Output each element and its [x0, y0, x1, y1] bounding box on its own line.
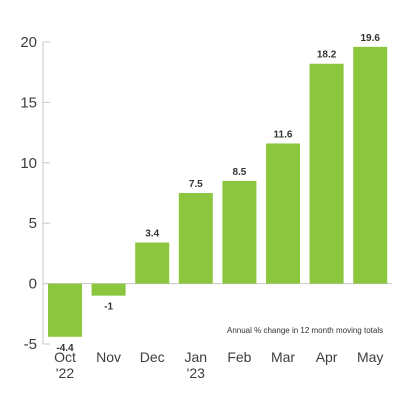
y-tick-label: 0 [29, 276, 37, 293]
bar [135, 242, 170, 284]
data-label: 3.4 [145, 229, 159, 240]
y-tick-label: 5 [29, 215, 37, 232]
y-axis: -5 0 5 10 15 20 [20, 34, 392, 353]
data-label: -4.4 [56, 343, 74, 354]
bars [48, 46, 388, 337]
y-tick-label: 20 [20, 34, 37, 51]
chart-annotation: Annual % change in 12 month moving total… [227, 326, 383, 335]
bar [91, 283, 126, 296]
data-labels: -4.4 -1 3.4 7.5 8.5 11.6 18.2 19.6 [56, 33, 380, 354]
y-tick-label: 15 [20, 94, 37, 111]
x-tick-label: May [357, 349, 383, 365]
bar [48, 283, 82, 337]
data-label: 7.5 [189, 179, 203, 190]
y-tick-label: 10 [20, 155, 37, 172]
data-label: 19.6 [360, 33, 380, 44]
bar [353, 46, 388, 284]
x-tick-label: Feb [227, 349, 251, 365]
bar [309, 63, 344, 284]
bar [178, 193, 213, 284]
x-tick-label: Apr [316, 349, 338, 365]
x-tick-label: Nov [96, 349, 121, 365]
bar [222, 180, 257, 284]
x-axis-labels: Oct '22 Nov Dec Jan '23 Feb Mar Apr May [54, 349, 383, 381]
bar [266, 143, 300, 284]
x-tick-label: Dec [140, 349, 165, 365]
x-tick-label: Jan '23 [185, 349, 208, 381]
data-label: 11.6 [274, 129, 293, 140]
data-label: 8.5 [232, 167, 246, 178]
data-label: -1 [104, 302, 113, 313]
y-tick-label: -5 [24, 336, 37, 353]
x-tick-label: Mar [271, 349, 295, 365]
x-tick-label: Oct '22 [54, 349, 76, 381]
data-label: 18.2 [317, 50, 337, 61]
